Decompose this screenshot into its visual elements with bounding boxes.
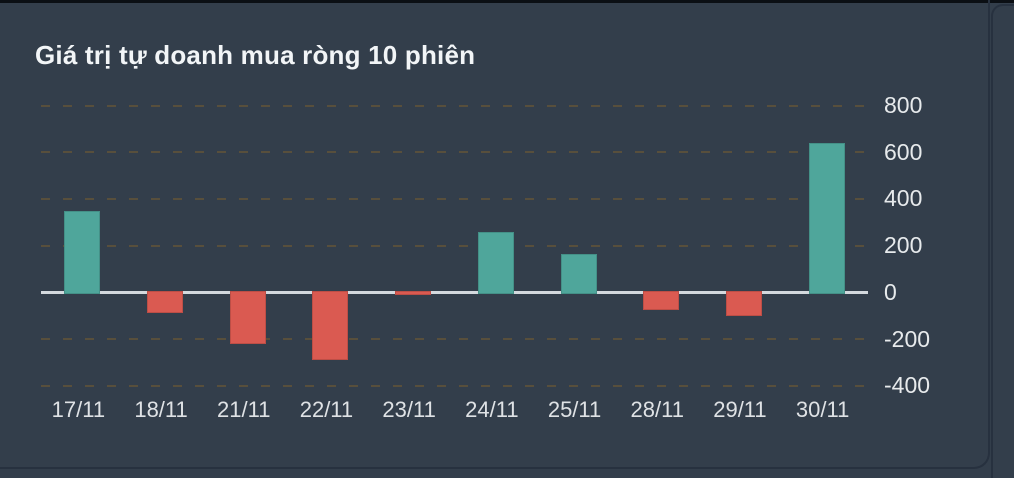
bar-24-11[interactable] (477, 231, 514, 294)
y-axis-label: -400 (884, 372, 931, 399)
y-axis-label: 800 (884, 92, 923, 118)
gridline (41, 338, 868, 340)
gridline (41, 104, 868, 107)
y-axis-label: 0 (884, 278, 897, 305)
x-axis-label: 21/11 (217, 397, 271, 422)
bar-22-11[interactable] (312, 290, 349, 360)
x-axis-label: 29/11 (713, 397, 767, 422)
y-axis-label: 600 (884, 138, 923, 165)
top-border (0, 0, 1014, 3)
bar-28-11[interactable] (643, 290, 680, 310)
zero-axis-line (41, 291, 868, 294)
y-axis-label: 400 (884, 185, 923, 212)
bar-18-11[interactable] (147, 290, 184, 314)
x-axis-label: 17/11 (51, 397, 106, 422)
gridline (41, 384, 868, 387)
x-axis-label: 25/11 (547, 397, 602, 422)
x-axis-label: 28/11 (630, 397, 684, 422)
bar-23-11[interactable] (395, 290, 432, 295)
x-axis-label: 30/11 (795, 397, 850, 422)
bar-30-11[interactable] (808, 142, 845, 294)
gridline (41, 244, 868, 247)
bar-21-11[interactable] (229, 290, 266, 344)
x-axis-label: 23/11 (382, 397, 436, 422)
gridline (41, 197, 868, 200)
x-axis-label: 22/11 (299, 397, 354, 422)
x-axis-label: 24/11 (465, 397, 519, 422)
gridline (41, 151, 868, 154)
x-axis-label: 18/11 (134, 397, 188, 422)
chart-title: Giá trị tự doanh mua ròng 10 phiên (35, 40, 476, 70)
bar-17-11[interactable] (64, 210, 101, 294)
bar-25-11[interactable] (560, 253, 597, 294)
y-axis-label: 200 (884, 232, 923, 259)
y-axis-label: -200 (884, 325, 931, 352)
bar-29-11[interactable] (725, 290, 762, 316)
